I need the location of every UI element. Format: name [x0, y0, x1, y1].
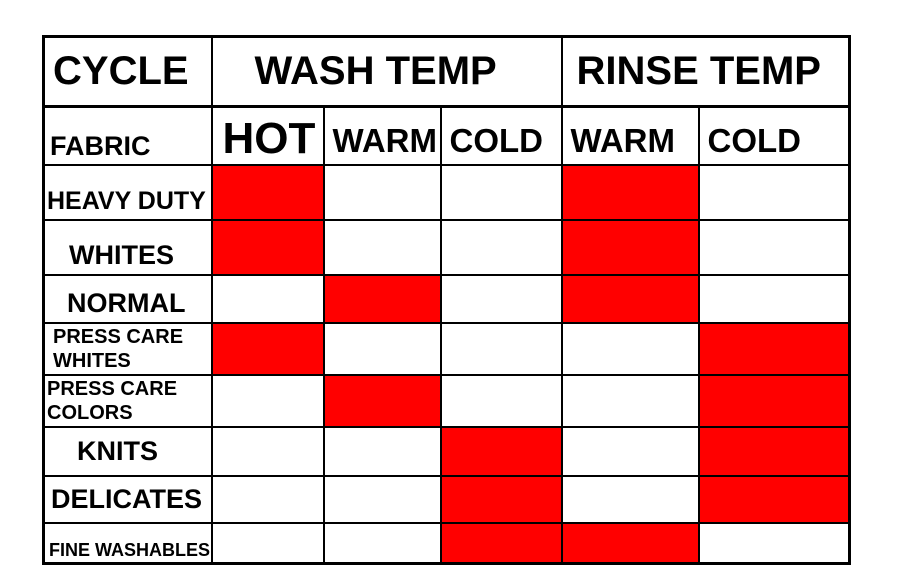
wash-warm-cell: [322, 425, 442, 477]
rinse-cold-cell: [697, 425, 851, 477]
rinse-cold-cell: [697, 373, 851, 428]
cycle-name-line-1: PRESS CARE: [47, 377, 178, 400]
cycle-name: DELICATES: [42, 474, 213, 524]
rinse-cold-cell: [697, 163, 851, 221]
cycle-name: HEAVY DUTY: [42, 163, 213, 221]
wash-cold-header: COLD: [439, 105, 563, 166]
wash-warm-cell: [322, 163, 442, 221]
wash-hot-header: HOT: [210, 105, 325, 166]
rinse-warm-cell: [560, 163, 700, 221]
cycle-row-delicates: DELICATES: [42, 474, 851, 524]
wash-warm-cell: [322, 521, 442, 565]
wash-hot-cell: [210, 163, 325, 221]
cycle-name: NORMAL: [42, 273, 213, 324]
cycle-name-line-2: COLORS: [47, 401, 133, 424]
wash-cold-cell: [439, 321, 563, 376]
wash-cold-cell: [439, 273, 563, 324]
wash-hot-cell: [210, 521, 325, 565]
cycle-header: CYCLE: [42, 35, 213, 108]
rinse-warm-cell: [560, 373, 700, 428]
wash-warm-cell: [322, 273, 442, 324]
cycle-row-whites: WHITES: [42, 218, 851, 276]
wash-hot-cell: [210, 474, 325, 524]
rinse-warm-cell: [560, 218, 700, 276]
cycle-name: FINE WASHABLES: [42, 521, 213, 565]
rinse-cold-cell: [697, 321, 851, 376]
cycle-row-normal: NORMAL: [42, 273, 851, 324]
rinse-cold-cell: [697, 218, 851, 276]
cycle-row-press-care-colors: PRESS CARE COLORS: [42, 373, 851, 428]
rinse-warm-cell: [560, 425, 700, 477]
wash-warm-cell: [322, 474, 442, 524]
wash-warm-cell: [322, 373, 442, 428]
cycle-name-line-1: PRESS CARE: [53, 325, 184, 348]
rinse-temp-header: RINSE TEMP: [560, 35, 851, 108]
wash-hot-cell: [210, 321, 325, 376]
rinse-cold-cell: [697, 521, 851, 565]
wash-cold-cell: [439, 425, 563, 477]
wash-warm-cell: [322, 218, 442, 276]
wash-cold-cell: [439, 474, 563, 524]
cycle-row-knits: KNITS: [42, 425, 851, 477]
rinse-warm-cell: [560, 474, 700, 524]
rinse-warm-cell: [560, 273, 700, 324]
rinse-cold-cell: [697, 474, 851, 524]
rinse-cold-header: COLD: [697, 105, 851, 166]
wash-warm-cell: [322, 321, 442, 376]
cycle-row-heavy-duty: HEAVY DUTY: [42, 163, 851, 221]
fabric-header: FABRIC: [42, 105, 213, 166]
rinse-cold-cell: [697, 273, 851, 324]
cycle-name-line-2: WHITES: [53, 349, 131, 372]
cycle-name: PRESS CARE COLORS: [42, 373, 213, 428]
wash-cold-cell: [439, 521, 563, 565]
cycle-name: PRESS CARE WHITES: [42, 321, 213, 376]
rinse-warm-cell: [560, 321, 700, 376]
wash-warm-header: WARM: [322, 105, 442, 166]
cycle-name: WHITES: [42, 218, 213, 276]
cycle-row-fine-washables: FINE WASHABLES: [42, 521, 851, 565]
wash-cold-cell: [439, 373, 563, 428]
wash-cold-cell: [439, 218, 563, 276]
rinse-warm-cell: [560, 521, 700, 565]
rinse-warm-header: WARM: [560, 105, 700, 166]
cycle-row-press-care-whites: PRESS CARE WHITES: [42, 321, 851, 376]
wash-hot-cell: [210, 373, 325, 428]
wash-cold-cell: [439, 163, 563, 221]
wash-temp-header: WASH TEMP: [210, 35, 563, 108]
wash-hot-cell: [210, 218, 325, 276]
wash-hot-cell: [210, 273, 325, 324]
wash-hot-cell: [210, 425, 325, 477]
cycle-name: KNITS: [42, 425, 213, 477]
wash-temperature-chart: CYCLE WASH TEMP RINSE TEMP FABRIC HOT WA…: [42, 35, 852, 565]
